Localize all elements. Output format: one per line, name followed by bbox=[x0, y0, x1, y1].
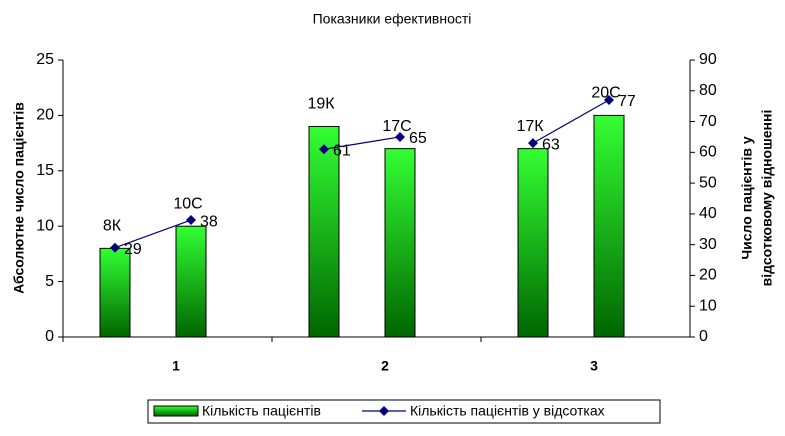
line-value-label: 77 bbox=[618, 93, 636, 110]
x-tick-label: 3 bbox=[590, 358, 598, 374]
legend-swatch bbox=[379, 406, 389, 416]
y-tick-label: 0 bbox=[45, 328, 54, 345]
y-axis-title: Абсолютне число пацієнтів bbox=[11, 102, 27, 294]
y-tick-label: 5 bbox=[45, 273, 54, 290]
y2-axis-title: Число пацієнтів у bbox=[739, 136, 755, 260]
y2-tick-label: 90 bbox=[699, 51, 717, 68]
line-value-label: 29 bbox=[124, 241, 142, 258]
line-marker bbox=[528, 138, 538, 149]
chart-title: Показники ефективності bbox=[313, 11, 472, 27]
bar-value-label: 19К bbox=[307, 96, 335, 113]
legend-swatch bbox=[153, 405, 199, 417]
line-marker bbox=[319, 144, 329, 155]
line-value-label: 63 bbox=[542, 136, 560, 153]
y-tick-label: 10 bbox=[36, 217, 54, 234]
bar-value-label: 17К bbox=[516, 118, 544, 135]
legend-label: Кількість пацієнтів у відсотках bbox=[410, 403, 605, 419]
y2-tick-label: 60 bbox=[699, 144, 717, 161]
bar bbox=[593, 114, 625, 338]
legend-label: Кількість пацієнтів bbox=[202, 403, 321, 419]
line-marker bbox=[604, 95, 614, 106]
bar bbox=[175, 225, 207, 338]
bar bbox=[384, 148, 416, 338]
y2-tick-label: 10 bbox=[699, 297, 717, 314]
line-marker bbox=[186, 215, 196, 226]
y-tick-label: 25 bbox=[36, 51, 54, 68]
bar-value-label: 20С bbox=[591, 85, 620, 102]
line bbox=[114, 219, 192, 249]
y2-axis-title: відсотковому відношенні bbox=[759, 110, 775, 287]
line bbox=[323, 136, 401, 150]
line-value-label: 65 bbox=[409, 130, 427, 147]
y-tick-label: 15 bbox=[36, 162, 54, 179]
bar bbox=[308, 125, 340, 338]
y2-tick-label: 70 bbox=[699, 113, 717, 130]
line-value-label: 38 bbox=[200, 213, 218, 230]
y2-tick-label: 80 bbox=[699, 82, 717, 99]
line-marker bbox=[110, 242, 120, 253]
y2-tick-label: 50 bbox=[699, 174, 717, 191]
y2-tick-label: 40 bbox=[699, 205, 717, 222]
line bbox=[532, 99, 610, 144]
y2-tick-label: 0 bbox=[699, 328, 708, 345]
bar-value-label: 17С bbox=[382, 118, 411, 135]
bar-value-label: 8К bbox=[103, 218, 122, 235]
x-tick-label: 1 bbox=[172, 358, 180, 374]
line-value-label: 61 bbox=[333, 142, 351, 159]
bar bbox=[99, 247, 131, 338]
y-tick-label: 20 bbox=[36, 107, 54, 124]
y2-tick-label: 20 bbox=[699, 267, 717, 284]
bar bbox=[517, 148, 549, 338]
x-tick-label: 2 bbox=[381, 358, 389, 374]
y2-tick-label: 30 bbox=[699, 236, 717, 253]
line-marker bbox=[395, 131, 405, 142]
bar-value-label: 10С bbox=[173, 195, 202, 212]
